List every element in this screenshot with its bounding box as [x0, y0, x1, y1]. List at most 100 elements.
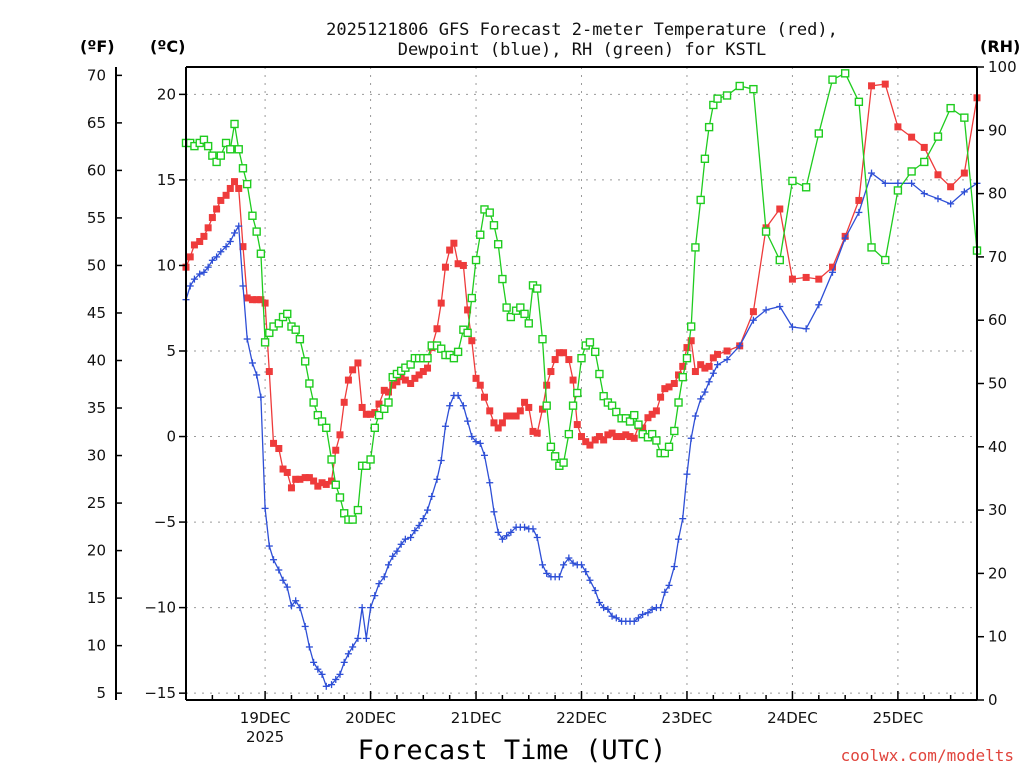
dewpoint-point	[433, 475, 441, 483]
temperature-point	[279, 465, 287, 473]
dewpoint-point	[608, 612, 616, 620]
temperature-point	[389, 381, 397, 389]
dewpoint-point	[555, 573, 563, 581]
dewpoint-point	[507, 528, 515, 536]
dewpoint-point	[679, 515, 687, 523]
fahrenheit-axis-unit: (ºF)	[80, 37, 115, 56]
rh-point	[476, 230, 485, 239]
rh-point	[801, 183, 811, 192]
fahrenheit-tick-label: 70	[87, 66, 106, 84]
dewpoint-point	[424, 506, 432, 514]
dewpoint-point	[591, 587, 599, 595]
temperature-point	[261, 299, 269, 307]
temperature-point	[222, 191, 230, 199]
dewpoint-point	[239, 282, 247, 290]
rh-point	[256, 249, 266, 258]
rh-tick-label: 50	[988, 375, 1007, 393]
temperature-point	[424, 364, 432, 372]
rh-point	[647, 429, 657, 439]
temperature-point	[595, 433, 603, 441]
temperature-point	[314, 482, 322, 490]
dewpoint-point	[243, 335, 251, 343]
rh-point	[700, 154, 710, 163]
rh-point	[761, 227, 771, 236]
temperature-point	[213, 205, 221, 213]
dewpoint-point	[697, 395, 705, 403]
rh-point	[664, 442, 674, 451]
temperature-point	[947, 183, 955, 191]
rh-point	[230, 119, 239, 129]
temperature-point	[318, 479, 326, 487]
temperature-point	[560, 349, 568, 357]
dewpoint-point	[454, 391, 462, 399]
rh-point	[437, 344, 446, 353]
rh-point	[238, 164, 248, 173]
temperature-point	[802, 273, 810, 281]
dewpoint-point	[265, 542, 273, 550]
rh-point	[449, 353, 459, 363]
temperature-point	[200, 232, 208, 240]
rh-point	[573, 388, 582, 398]
series-2-meter-temperature	[182, 80, 981, 492]
rh-point	[291, 325, 300, 334]
dewpoint-point	[354, 634, 362, 642]
temperature-point	[648, 410, 656, 418]
temperature-point	[881, 80, 889, 88]
dewpoint-point	[723, 356, 731, 364]
temperature-point	[683, 344, 691, 352]
temperature-point	[626, 433, 634, 441]
x-tick-label: 25DEC	[873, 709, 924, 727]
rh-tick-label: 70	[988, 248, 1007, 266]
temperature-point	[332, 446, 340, 454]
dewpoint-point	[934, 195, 942, 203]
dewpoint-point	[498, 535, 506, 543]
dewpoint-point	[279, 576, 287, 584]
rh-point	[366, 455, 375, 464]
dewpoint-point	[815, 301, 823, 309]
rh-point	[335, 493, 345, 502]
dewpoint-point	[691, 412, 699, 420]
temperature-point	[661, 385, 669, 393]
dewpoint-point	[776, 303, 784, 311]
temperature-point	[934, 171, 942, 179]
temperature-point	[503, 412, 511, 420]
rh-point	[274, 319, 284, 328]
temperature-point	[476, 381, 484, 389]
dewpoint-point	[322, 682, 330, 690]
x-tick-label: 21DEC	[451, 709, 502, 727]
rh-point	[814, 129, 823, 138]
dewpoint-point	[287, 602, 295, 610]
rh-tick-label: 30	[988, 501, 1007, 519]
rh-point	[248, 211, 257, 220]
rh-point	[625, 417, 635, 426]
temperature-point	[257, 296, 265, 304]
temperature-point	[679, 362, 687, 370]
temperature-point	[243, 294, 251, 302]
rh-point	[682, 353, 692, 363]
temperature-point	[920, 143, 928, 151]
dewpoint-point	[318, 670, 326, 678]
rh-point	[463, 328, 472, 338]
dewpoint-point	[384, 561, 392, 569]
dewpoint-point	[675, 535, 683, 543]
rh-point	[709, 100, 718, 110]
dewpoint-point	[476, 439, 484, 447]
dewpoint-point	[310, 658, 318, 666]
temperature-point	[622, 431, 630, 439]
dewpoint-point	[305, 643, 313, 651]
dewpoint-point	[190, 275, 198, 283]
dewpoint-point	[586, 576, 594, 584]
axes	[115, 66, 984, 701]
temperature-point	[464, 306, 472, 314]
dewpoint-point	[841, 234, 849, 242]
fahrenheit-tick-label: 40	[87, 351, 106, 369]
x-tick-label: 20DEC	[345, 709, 396, 727]
temperature-point	[217, 196, 225, 204]
rh-point	[300, 357, 310, 366]
dewpoint-point	[186, 282, 194, 290]
temperature-point	[468, 337, 476, 345]
dewpoint-point	[802, 325, 810, 333]
celsius-tick-label: −15	[144, 684, 176, 702]
dewpoint-point	[200, 268, 208, 276]
